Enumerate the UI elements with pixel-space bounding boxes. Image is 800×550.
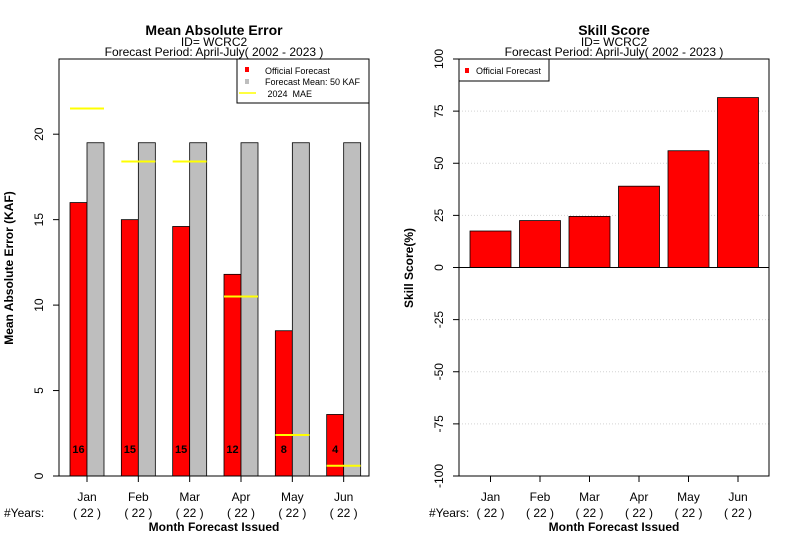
mae-bar-count-label: 8 xyxy=(281,444,287,456)
mae-legend-mae: 2024 MAE xyxy=(265,89,312,99)
mae-bar-count-label: 15 xyxy=(124,444,136,456)
skill-x-tick-label: Jan xyxy=(481,490,500,504)
skill-bar-official xyxy=(667,150,710,268)
mae-x-axis-label: Month Forecast Issued xyxy=(149,520,280,534)
mae-bar-official xyxy=(120,219,139,477)
mae-y-tick-label: 20 xyxy=(32,127,46,141)
skill-x-tick-label: May xyxy=(677,490,700,504)
mae-bar-count-label: 16 xyxy=(72,444,84,456)
mae-legend-swatch-official xyxy=(245,67,249,72)
skill-years-count: ( 22 ) xyxy=(625,506,653,520)
skill-legend-box xyxy=(458,58,550,82)
skill-years-count: ( 22 ) xyxy=(476,506,504,520)
mae-years-count: ( 22 ) xyxy=(124,506,152,520)
mae-panel: Mean Absolute Error ID= WCRC2 Forecast P… xyxy=(2,22,370,534)
skill-y-tick-label: 100 xyxy=(432,49,446,69)
skill-y-tick-label: 25 xyxy=(432,208,446,222)
skill-x-axis-label: Month Forecast Issued xyxy=(549,520,680,534)
skill-years-label: #Years: xyxy=(429,506,469,520)
mae-y-tick-label: 0 xyxy=(32,472,46,479)
mae-bar-count-label: 12 xyxy=(226,444,238,456)
mae-station-id: ID= WCRC2 xyxy=(181,35,248,49)
skill-y-axis: -100 -75 -50 -25 0 25 50 75 100 xyxy=(432,49,459,488)
skill-bar-official xyxy=(469,230,512,268)
skill-station-id: ID= WCRC2 xyxy=(581,35,648,49)
mae-years-count: ( 22 ) xyxy=(330,506,358,520)
mae-y-axis-label: Mean Absolute Error (KAF) xyxy=(2,191,16,345)
skill-bar-official xyxy=(717,97,759,268)
mae-legend-box xyxy=(236,58,370,104)
skill-bar-official xyxy=(568,216,611,268)
skill-bar-official xyxy=(519,220,561,268)
mae-bar-forecast-mean xyxy=(86,142,105,477)
mae-bar-forecast-mean xyxy=(137,142,156,477)
skill-y-tick-label: -75 xyxy=(432,415,446,433)
mae-years-count: ( 22 ) xyxy=(278,506,306,520)
skill-title: Skill Score xyxy=(578,22,650,38)
skill-y-axis-label: Skill Score(%) xyxy=(402,228,416,308)
skill-x-axis: Jan ( 22 ) Feb ( 22 ) Mar ( 22 ) Apr ( 22 ) May (… xyxy=(476,476,752,520)
mae-x-tick-label: Jun xyxy=(334,490,353,504)
mae-years-count: ( 22 ) xyxy=(176,506,204,520)
skill-x-tick-label: Apr xyxy=(630,490,649,504)
mae-y-tick-label: 15 xyxy=(32,213,46,227)
mae-bar-count-label: 4 xyxy=(332,444,339,456)
mae-legend-swatch-mean xyxy=(245,79,249,84)
mae-bar-labels: 16 15 15 12 8 4 xyxy=(72,444,339,456)
skill-bars xyxy=(469,97,759,268)
skill-y-tick-label: -100 xyxy=(432,464,446,488)
mae-current-year-lines xyxy=(70,107,361,467)
skill-bar-official xyxy=(618,185,660,268)
mae-bar-forecast-mean xyxy=(189,142,208,477)
mae-x-tick-label: Apr xyxy=(232,490,251,504)
skill-years-count: ( 22 ) xyxy=(575,506,603,520)
skill-x-tick-label: Feb xyxy=(530,490,551,504)
skill-panel: Skill Score ID= WCRC2 Forecast Period: A… xyxy=(402,22,770,534)
skill-years-count: ( 22 ) xyxy=(674,506,702,520)
skill-legend-swatch-official xyxy=(465,68,469,73)
mae-bar-count-label: 15 xyxy=(175,444,187,456)
mae-x-axis: Jan ( 22 ) Feb ( 22 ) Mar ( 22 ) Apr ( 22 ) May (… xyxy=(73,476,358,520)
skill-y-tick-label: 50 xyxy=(432,156,446,170)
mae-years-count: ( 22 ) xyxy=(73,506,101,520)
mae-y-tick-label: 10 xyxy=(32,298,46,312)
skill-x-tick-label: Mar xyxy=(579,490,600,504)
skill-y-tick-label: -25 xyxy=(432,311,446,329)
skill-forecast-period: Forecast Period: April-July( 2002 - 2023… xyxy=(505,45,724,59)
mae-bar-forecast-mean xyxy=(240,142,259,477)
mae-bar-forecast-mean xyxy=(343,142,362,477)
mae-legend-mean: Forecast Mean: 50 KAF xyxy=(265,77,361,87)
skill-y-tick-label: 75 xyxy=(432,104,446,118)
mae-forecast-period: Forecast Period: April-July( 2002 - 2023… xyxy=(105,45,324,59)
mae-x-tick-label: May xyxy=(281,490,304,504)
mae-bar-forecast-mean xyxy=(291,142,310,477)
skill-y-tick-label: 0 xyxy=(432,264,446,271)
mae-y-tick-label: 5 xyxy=(32,387,46,394)
skill-legend-official: Official Forecast xyxy=(476,66,541,76)
mae-y-axis: 0 5 10 15 20 xyxy=(32,127,59,479)
skill-legend: Official Forecast xyxy=(458,58,550,82)
mae-bar-official xyxy=(69,202,88,477)
skill-y-tick-label: -50 xyxy=(432,363,446,381)
skill-years-count: ( 22 ) xyxy=(724,506,752,520)
mae-years-label: #Years: xyxy=(4,506,44,520)
mae-legend-official: Official Forecast xyxy=(265,66,330,76)
mae-bar-official xyxy=(172,226,191,477)
skill-x-tick-label: Jun xyxy=(728,490,747,504)
skill-years-count: ( 22 ) xyxy=(526,506,554,520)
mae-legend: Official Forecast Forecast Mean: 50 KAF … xyxy=(236,58,370,104)
mae-plot-frame xyxy=(58,58,370,477)
mae-x-tick-label: Feb xyxy=(128,490,149,504)
mae-x-tick-label: Jan xyxy=(77,490,96,504)
mae-years-count: ( 22 ) xyxy=(227,506,255,520)
mae-x-tick-label: Mar xyxy=(179,490,200,504)
mae-title: Mean Absolute Error xyxy=(145,22,283,38)
